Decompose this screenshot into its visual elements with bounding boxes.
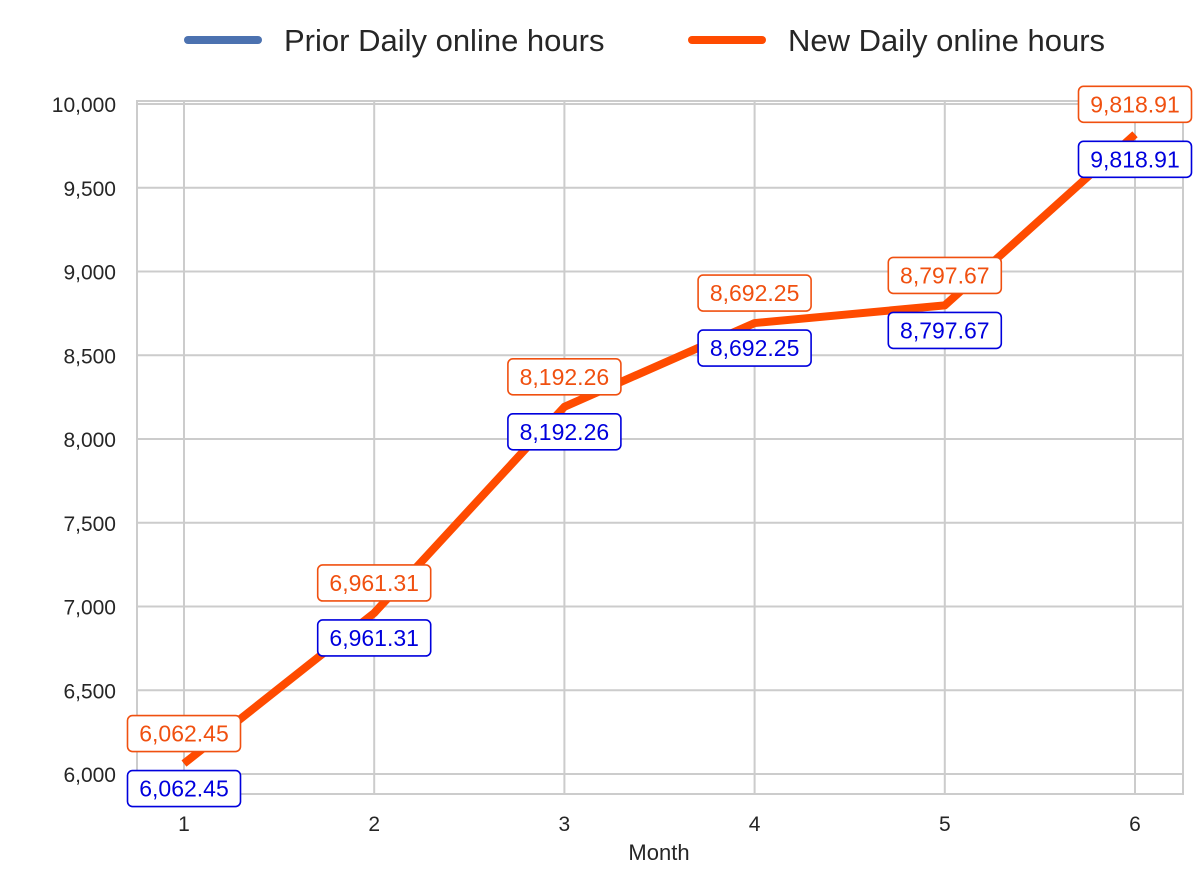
legend-label: New Daily online hours	[788, 23, 1105, 58]
data-label-box	[126, 769, 242, 808]
y-tick-label: 6,500	[63, 680, 116, 703]
legend-label: Prior Daily online hours	[284, 23, 604, 58]
data-label: 6,062.45	[126, 714, 242, 753]
series-line	[181, 131, 1138, 767]
data-label-box	[316, 564, 432, 602]
data-label: 8,692.25	[697, 274, 812, 312]
data-label-box	[507, 412, 622, 451]
data-label-text: 6,062.45	[139, 721, 229, 747]
x-tick-label: 3	[559, 813, 571, 836]
x-tick-label: 1	[178, 813, 190, 836]
legend: Prior Daily online hours New Daily online…	[184, 23, 1105, 58]
data-label-text: 8,797.67	[900, 317, 990, 343]
data-label-box	[316, 619, 432, 657]
data-label: 6,961.31	[316, 564, 432, 602]
data-label-text: 6,961.31	[329, 625, 419, 651]
data-label-box	[1077, 140, 1193, 179]
data-label-box	[126, 714, 242, 753]
data-label-text: 6,961.31	[329, 570, 419, 596]
data-label: 8,797.67	[887, 311, 1003, 350]
y-tick-label: 10,000	[52, 94, 116, 117]
data-label-text: 8,692.25	[710, 335, 800, 361]
x-tick-labels: 1 2 3 4 5 6	[178, 813, 1141, 836]
data-label: 8,192.26	[507, 357, 622, 396]
data-label-text: 8,192.26	[520, 419, 610, 445]
data-label-text: 8,692.25	[710, 280, 800, 306]
data-label-box	[887, 311, 1003, 350]
data-label-box	[507, 357, 622, 396]
series-line	[182, 132, 1137, 766]
data-label: 9,818.91	[1077, 140, 1193, 179]
series-lines	[181, 131, 1138, 767]
data-label-box	[887, 256, 1003, 295]
y-tick-label: 7,000	[63, 597, 116, 620]
data-label-text: 8,192.26	[520, 364, 610, 390]
grid-lines	[137, 101, 1183, 794]
y-tick-label: 9,000	[63, 262, 116, 285]
y-tick-label: 9,500	[63, 178, 116, 201]
x-tick-label: 6	[1129, 813, 1141, 836]
x-tick-label: 5	[939, 813, 951, 836]
data-label-box	[1077, 85, 1193, 124]
x-tick-label: 4	[749, 813, 761, 836]
legend-item: New Daily online hours	[688, 23, 1105, 58]
data-label: 9,818.91	[1077, 85, 1193, 124]
data-label: 8,797.67	[887, 256, 1003, 295]
x-axis-title: Month	[628, 840, 689, 865]
data-label: 8,692.25	[697, 329, 812, 367]
data-label-text: 6,062.45	[139, 776, 229, 802]
y-tick-label: 8,000	[63, 429, 116, 452]
x-tick-label: 2	[368, 813, 380, 836]
data-label: 6,961.31	[316, 619, 432, 657]
data-label-box	[697, 329, 812, 367]
data-labels: 6,062.45 6,961.31 8,192.26 8,692.25 8,797.67…	[126, 85, 1193, 808]
legend-item: Prior Daily online hours	[184, 23, 604, 58]
y-tick-label: 7,500	[63, 513, 116, 536]
y-tick-label: 8,500	[63, 345, 116, 368]
y-tick-label: 6,000	[63, 764, 116, 787]
data-label: 8,192.26	[507, 412, 622, 451]
data-label-text: 9,818.91	[1090, 146, 1180, 172]
data-label-text: 9,818.91	[1090, 91, 1180, 117]
plot-area-frame	[136, 100, 1184, 795]
data-label: 6,062.45	[126, 769, 242, 808]
data-label-box	[697, 274, 812, 312]
y-tick-labels: 6,000 6,500 7,000 7,500 8,000 8,500 9,000 9,500…	[52, 94, 116, 787]
data-label-text: 8,797.67	[900, 262, 990, 288]
